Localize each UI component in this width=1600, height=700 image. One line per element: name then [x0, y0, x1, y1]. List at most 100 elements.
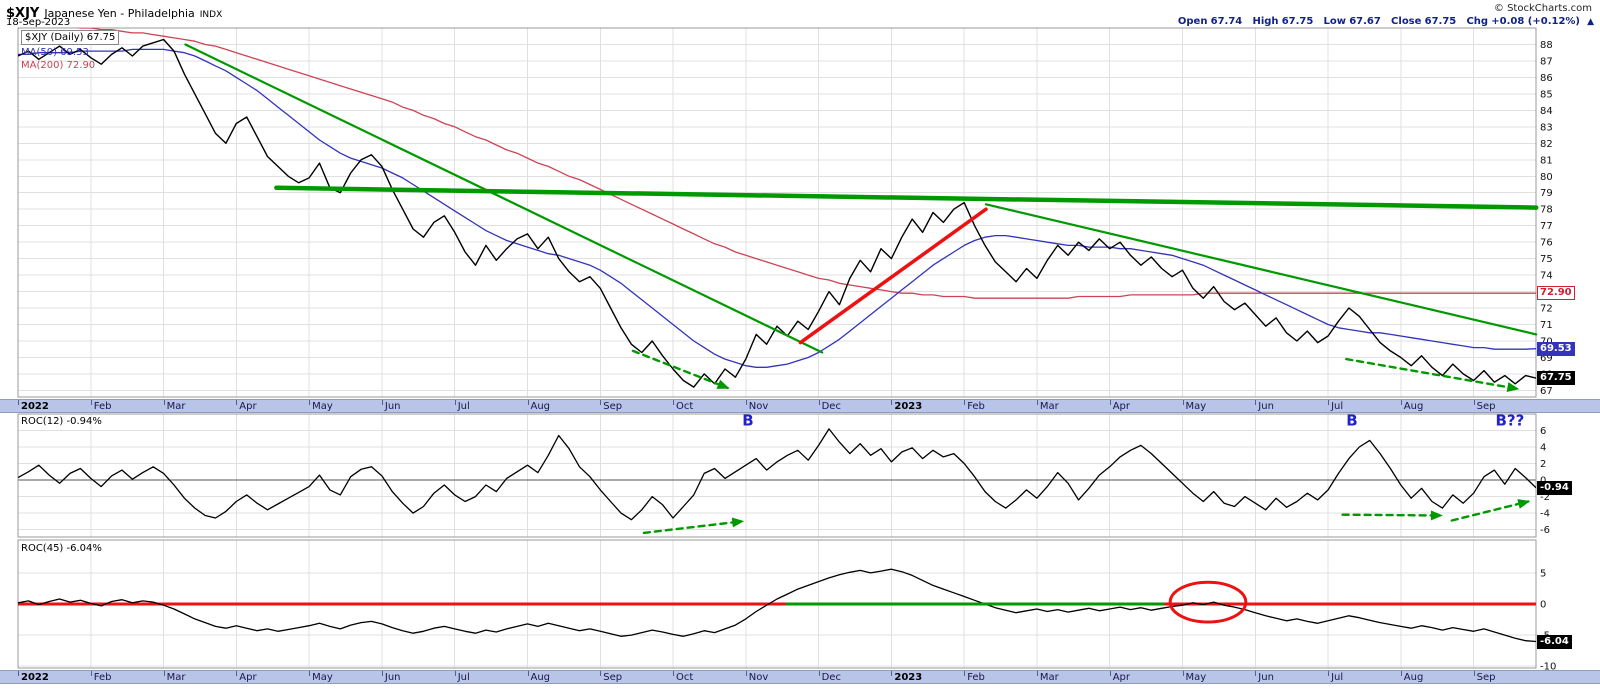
month-tick — [236, 671, 238, 676]
quote-line: Open 67.74 High 67.75 Low 67.67 Close 67… — [1171, 16, 1580, 27]
month-label: Mar — [1039, 401, 1059, 412]
month-label: May — [1185, 672, 1207, 683]
month-tick — [673, 671, 674, 676]
roc45-legend: ROC(45) -6.04% — [21, 543, 102, 554]
svg-text:-2: -2 — [1540, 492, 1550, 503]
month-label: Jun — [384, 401, 401, 412]
month-tick — [1109, 671, 1111, 676]
svg-text:75: 75 — [1540, 254, 1553, 265]
month-label: Jun — [384, 672, 401, 683]
month-label: Apr — [1112, 672, 1130, 683]
close-value: 67.75 — [1424, 16, 1457, 27]
month-tick — [381, 400, 383, 405]
svg-text:82: 82 — [1540, 139, 1553, 150]
month-tick — [454, 671, 456, 676]
month-label: 2022 — [21, 401, 49, 412]
month-tick — [673, 400, 674, 405]
month-label: 2023 — [894, 401, 923, 412]
month-label: Feb — [93, 672, 112, 683]
month-tick — [18, 400, 19, 405]
month-tick — [1182, 400, 1184, 405]
month-label: Aug — [1403, 401, 1424, 412]
month-tick — [163, 400, 165, 405]
svg-text:83: 83 — [1540, 122, 1553, 133]
month-label: Sep — [1476, 401, 1496, 412]
chg-up-icon: ▲ — [1587, 17, 1594, 27]
svg-text:78: 78 — [1540, 205, 1553, 216]
open-label: Open — [1177, 16, 1208, 27]
svg-text:-6: -6 — [1540, 525, 1550, 536]
last-ma50-box: 69.53 — [1537, 342, 1575, 356]
month-label: Mar — [166, 401, 186, 412]
b-annotation: B — [742, 412, 753, 430]
svg-text:69: 69 — [1540, 353, 1553, 364]
month-tick — [745, 671, 747, 676]
high-value: 67.75 — [1281, 16, 1314, 27]
legend-price: $XJY (Daily) 67.75 — [21, 30, 120, 45]
month-label: Oct — [676, 401, 694, 412]
last-roc12-box: -0.94 — [1537, 481, 1572, 495]
month-tick — [18, 671, 19, 676]
month-label: Sep — [603, 672, 623, 683]
month-tick — [964, 400, 966, 405]
month-label: Apr — [239, 401, 257, 412]
month-tick — [1473, 400, 1475, 405]
month-label: Jul — [457, 401, 470, 412]
month-tick — [527, 671, 529, 676]
month-label: Aug — [530, 672, 551, 683]
month-label: Sep — [603, 401, 623, 412]
symbol-name: Japanese Yen - Philadelphia — [44, 7, 195, 20]
month-label: Jul — [1331, 672, 1344, 683]
month-tick — [891, 400, 893, 405]
month-label: Mar — [1039, 672, 1059, 683]
svg-text:74: 74 — [1540, 271, 1553, 282]
month-tick — [818, 400, 820, 405]
svg-text:5: 5 — [1540, 568, 1546, 579]
svg-text:77: 77 — [1540, 221, 1553, 232]
month-label: Feb — [967, 401, 985, 412]
b-annotation: B — [1346, 412, 1357, 430]
month-tick — [90, 400, 92, 405]
main-date-axis: 2022 Feb Mar Apr May Jun Jul Aug Sep Oct Nov Dec 202… — [0, 399, 1600, 413]
low-value: 67.67 — [1349, 16, 1381, 27]
month-label: 2023 — [894, 672, 923, 683]
legend-ma200: MA(200) 72.90 — [21, 60, 96, 71]
month-label: Jun — [1258, 672, 1274, 683]
svg-text:79: 79 — [1540, 188, 1553, 199]
month-label: Aug — [530, 401, 551, 412]
month-tick — [1036, 671, 1038, 676]
exchange: INDX — [199, 10, 223, 20]
month-tick — [1036, 400, 1038, 405]
month-tick — [1255, 671, 1257, 676]
last-roc45-box: -6.04 — [1537, 635, 1572, 649]
month-label: Sep — [1476, 672, 1496, 683]
b-annotation: B?? — [1496, 412, 1525, 430]
month-tick — [964, 671, 966, 676]
month-label: Dec — [821, 672, 841, 683]
month-label: Jul — [457, 672, 470, 683]
month-label: Aug — [1403, 672, 1424, 683]
legend-ma50: MA(50) 69.53 — [21, 47, 89, 58]
month-label: Nov — [748, 401, 769, 412]
low-label: Low — [1323, 16, 1347, 27]
last-ma200-box: 72.90 — [1537, 286, 1575, 300]
month-label: Feb — [93, 401, 112, 412]
month-label: May — [1185, 401, 1207, 412]
month-tick — [1473, 671, 1475, 676]
last-price-box: 67.75 — [1537, 371, 1575, 385]
svg-text:84: 84 — [1540, 106, 1553, 117]
month-tick — [236, 400, 238, 405]
month-tick — [1182, 671, 1184, 676]
month-label: Nov — [748, 672, 769, 683]
svg-text:85: 85 — [1540, 89, 1553, 100]
month-tick — [1328, 400, 1330, 405]
high-label: High — [1252, 16, 1279, 27]
month-tick — [90, 671, 92, 676]
svg-text:-10: -10 — [1540, 662, 1556, 673]
svg-text:0: 0 — [1540, 600, 1546, 611]
month-label: Dec — [821, 401, 841, 412]
chg-value: +0.08 (+0.12%) — [1491, 16, 1580, 27]
month-label: Jul — [1331, 401, 1344, 412]
month-tick — [527, 400, 529, 405]
